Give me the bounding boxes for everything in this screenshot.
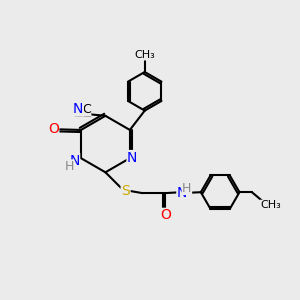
Text: O: O: [48, 122, 59, 136]
Text: N: N: [127, 151, 137, 165]
Text: H: H: [64, 160, 74, 173]
Text: N: N: [69, 154, 80, 168]
Text: CH₃: CH₃: [134, 50, 155, 60]
Text: S: S: [121, 184, 130, 198]
Text: N: N: [177, 186, 187, 200]
Text: O: O: [160, 208, 171, 222]
Text: H: H: [182, 182, 191, 194]
Text: CH₃: CH₃: [260, 200, 281, 210]
Text: N: N: [73, 102, 83, 116]
Text: C: C: [82, 103, 91, 116]
